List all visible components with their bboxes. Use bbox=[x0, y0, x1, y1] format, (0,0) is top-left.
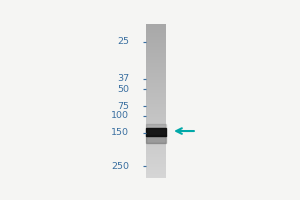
Text: 25: 25 bbox=[117, 37, 129, 46]
Text: 250: 250 bbox=[111, 162, 129, 171]
Bar bbox=[146, 135, 166, 143]
Bar bbox=[146, 128, 166, 136]
Text: 37: 37 bbox=[117, 74, 129, 83]
Text: 150: 150 bbox=[111, 128, 129, 137]
Bar bbox=[146, 124, 166, 128]
Text: 100: 100 bbox=[111, 111, 129, 120]
Text: 50: 50 bbox=[117, 85, 129, 94]
Text: 75: 75 bbox=[117, 102, 129, 111]
